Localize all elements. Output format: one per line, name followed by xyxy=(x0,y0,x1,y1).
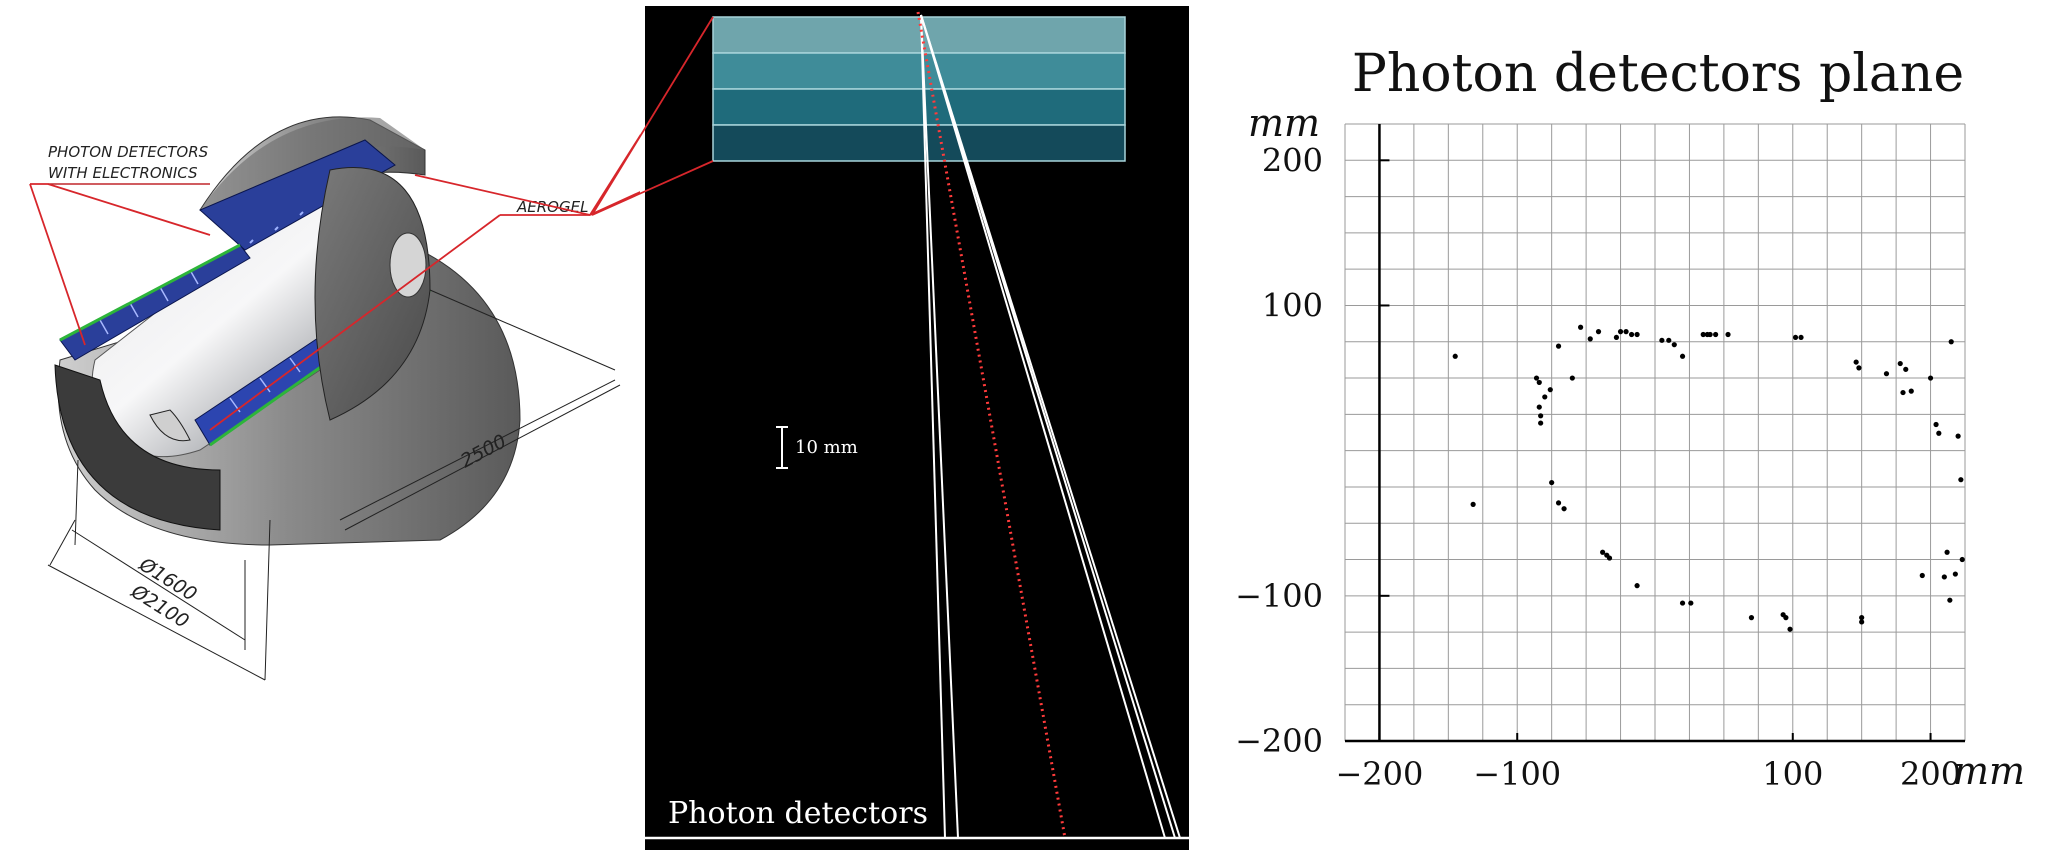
scale-bar xyxy=(776,426,788,469)
data-point xyxy=(1538,413,1544,419)
data-point xyxy=(1623,329,1629,335)
data-point xyxy=(1933,421,1939,428)
data-point xyxy=(1798,334,1804,341)
data-point xyxy=(1536,379,1542,386)
x-tick-label: −100 xyxy=(1473,755,1561,793)
data-point xyxy=(1947,597,1953,603)
data-point xyxy=(1561,506,1567,512)
data-point xyxy=(1853,359,1859,365)
data-point xyxy=(1958,477,1964,483)
data-point xyxy=(1713,331,1719,338)
particle-track xyxy=(916,11,1067,839)
data-point xyxy=(1903,366,1909,372)
data-point xyxy=(1666,337,1672,343)
data-point xyxy=(1959,556,1965,563)
y-axis-label: mm xyxy=(1248,101,1320,145)
data-point xyxy=(1944,549,1950,555)
data-point xyxy=(1542,394,1548,400)
data-point xyxy=(1748,615,1755,621)
data-point xyxy=(1595,329,1602,335)
x-tick-label: −200 xyxy=(1335,755,1423,793)
label-photon-detectors: PHOTON DETECTORS xyxy=(48,143,209,161)
x-axis-label: mm xyxy=(1953,749,2025,793)
data-point xyxy=(1613,334,1620,341)
y-tick-label: −200 xyxy=(1235,722,1323,760)
scale-label: 10 mm xyxy=(795,437,858,458)
y-tick-label: 100 xyxy=(1262,286,1323,324)
data-point xyxy=(1919,572,1925,579)
data-point xyxy=(1549,479,1555,486)
data-point xyxy=(1700,331,1706,338)
front-face xyxy=(54,364,221,531)
detector-cutaway-drawing: 2500 Ø1600 Ø2100 PHOTON DETECTORS WITH E… xyxy=(29,116,640,681)
data-point xyxy=(1452,353,1458,359)
data-point xyxy=(1688,600,1694,606)
photon-detectors-label: Photon detectors xyxy=(668,796,928,831)
data-point xyxy=(1952,571,1958,577)
data-point xyxy=(1634,583,1640,589)
data-point xyxy=(1671,342,1677,348)
data-point xyxy=(1900,389,1906,396)
aerogel-layers xyxy=(712,16,1126,162)
data-point xyxy=(1856,365,1862,371)
x-tick-label: 200 xyxy=(1900,755,1961,793)
data-point xyxy=(1859,619,1865,625)
x-tick-label: 100 xyxy=(1762,755,1823,793)
data-point xyxy=(1617,329,1624,335)
y-tick-label: 200 xyxy=(1262,141,1323,179)
data-point xyxy=(1600,549,1606,555)
data-point xyxy=(1927,375,1934,381)
plot-grid xyxy=(1344,123,1966,742)
data-point xyxy=(1533,375,1540,381)
data-point xyxy=(1908,388,1914,394)
data-point xyxy=(1679,600,1686,606)
data-point xyxy=(1634,331,1640,338)
data-point xyxy=(1955,433,1961,439)
plot-axes xyxy=(1345,124,1965,743)
data-point xyxy=(1470,501,1476,507)
photon-rays xyxy=(920,14,1181,839)
data-point xyxy=(1569,375,1575,381)
chart-title: Photon detectors plane xyxy=(1352,44,1964,104)
label-with-electronics: WITH ELECTRONICS xyxy=(48,164,198,182)
data-point xyxy=(1659,337,1665,343)
data-point xyxy=(1787,626,1793,632)
plot-points xyxy=(1452,324,1965,632)
end-cap xyxy=(314,167,431,421)
data-point xyxy=(1606,555,1613,561)
data-point xyxy=(1859,615,1865,621)
data-point xyxy=(1555,500,1562,506)
data-point xyxy=(1555,343,1562,349)
data-point xyxy=(1707,331,1713,338)
data-point xyxy=(1578,324,1584,330)
data-point xyxy=(1783,615,1789,621)
data-point xyxy=(1538,420,1544,426)
data-point xyxy=(1948,339,1954,345)
data-point xyxy=(1883,371,1890,377)
data-point xyxy=(1792,334,1799,341)
data-point xyxy=(1725,331,1731,338)
data-point xyxy=(1897,360,1903,367)
data-point xyxy=(1587,336,1593,342)
data-point xyxy=(1936,430,1942,436)
plot-ticks: −200 −100 100 200 200 100 −100 −200 xyxy=(1235,141,1961,793)
data-point xyxy=(1941,574,1947,580)
data-point xyxy=(1628,331,1635,338)
y-tick-label: −100 xyxy=(1235,577,1323,615)
data-point xyxy=(1679,353,1686,359)
data-point xyxy=(1547,387,1553,393)
data-point xyxy=(1536,404,1542,410)
